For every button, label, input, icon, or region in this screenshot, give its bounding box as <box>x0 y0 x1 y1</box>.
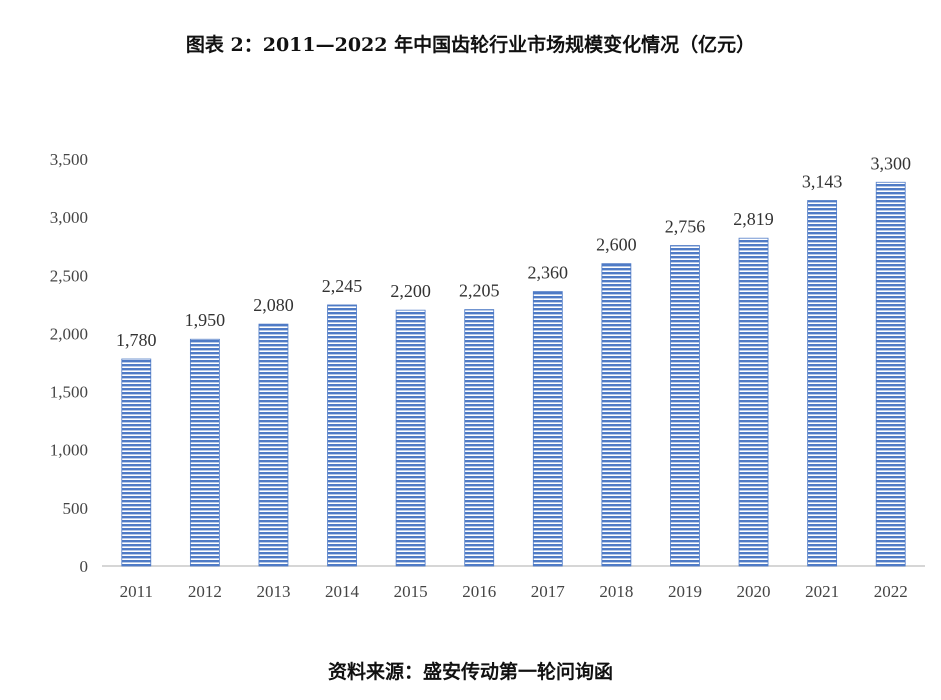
y-tick-label: 3,500 <box>50 150 88 169</box>
x-tick-label: 2022 <box>874 582 908 601</box>
bar <box>601 263 632 567</box>
y-tick-label: 3,000 <box>50 208 88 227</box>
bar <box>121 358 152 567</box>
x-tick-label: 2011 <box>120 582 153 601</box>
y-tick-label: 1,000 <box>50 441 88 460</box>
data-label: 1,780 <box>116 330 157 350</box>
data-label: 2,205 <box>459 281 500 301</box>
data-label: 2,819 <box>733 209 774 229</box>
data-label: 2,600 <box>596 235 637 255</box>
y-axis: 0 500 1,000 1,500 2,000 2,500 3,000 3,500 <box>50 150 88 576</box>
x-tick-label: 2021 <box>805 582 839 601</box>
y-tick-label: 0 <box>80 557 89 576</box>
x-tick-label: 2014 <box>325 582 360 601</box>
data-label: 1,950 <box>185 310 226 330</box>
bar <box>464 309 495 567</box>
bar <box>738 237 769 567</box>
y-tick-label: 500 <box>63 499 89 518</box>
x-tick-label: 2015 <box>394 582 428 601</box>
x-tick-label: 2020 <box>737 582 771 601</box>
bar <box>327 304 357 567</box>
x-tick-label: 2012 <box>188 582 222 601</box>
data-label: 2,360 <box>528 263 569 283</box>
data-label: 2,080 <box>253 295 294 315</box>
data-label: 2,245 <box>322 276 363 296</box>
source-note: 资料来源：盛安传动第一轮问询函 <box>327 661 613 683</box>
data-label: 2,756 <box>665 217 706 237</box>
y-tick-label: 2,500 <box>50 266 88 285</box>
y-tick-label: 2,000 <box>50 324 88 343</box>
x-tick-label: 2016 <box>462 582 496 601</box>
y-tick-label: 1,500 <box>50 383 88 402</box>
chart-title: 图表 2：2011—2022 年中国齿轮行业市场规模变化情况（亿元） <box>185 34 756 56</box>
bar <box>532 291 563 567</box>
bars <box>121 181 906 567</box>
data-label: 3,300 <box>870 153 911 173</box>
bar <box>189 338 220 567</box>
bar <box>670 245 700 567</box>
bar <box>395 309 426 567</box>
x-tick-label: 2018 <box>599 582 633 601</box>
bar <box>875 181 906 567</box>
data-label: 2,200 <box>390 281 431 301</box>
x-tick-label: 2017 <box>531 582 566 601</box>
x-axis: 2011 2012 2013 2014 2015 2016 2017 2018 2019 2020… <box>102 565 925 601</box>
bar <box>807 200 838 567</box>
x-tick-label: 2019 <box>668 582 702 601</box>
bar <box>258 323 289 567</box>
data-label: 3,143 <box>802 172 843 192</box>
data-labels: 1,780 1,950 2,080 2,245 2,200 2,205 2,360 2,600… <box>116 153 911 350</box>
x-tick-label: 2013 <box>256 582 290 601</box>
